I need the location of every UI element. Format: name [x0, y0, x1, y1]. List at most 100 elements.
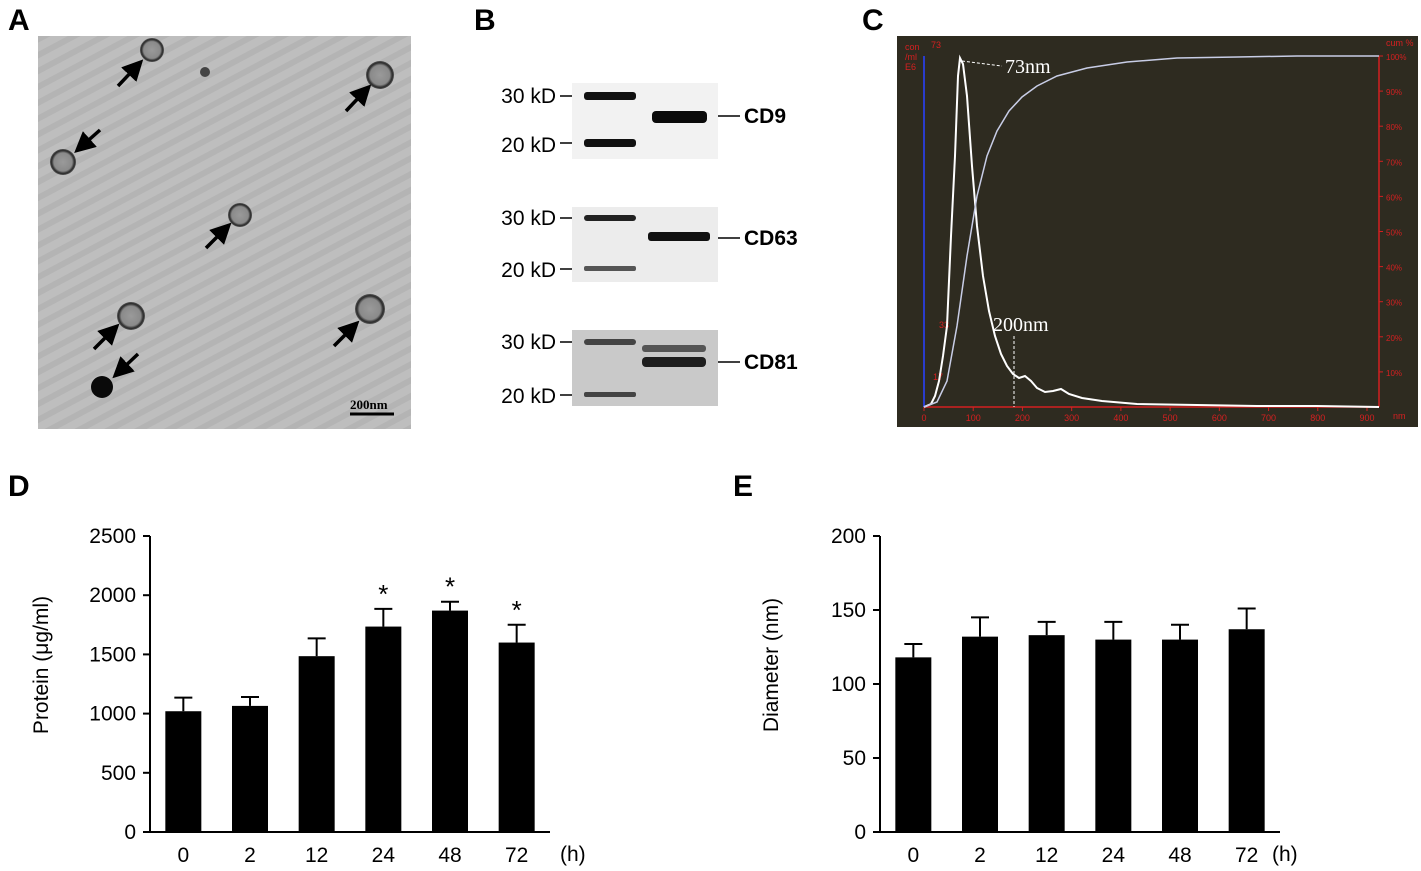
x-tick-label: 12	[305, 844, 328, 867]
vesicle	[50, 149, 76, 175]
right-tick-label: 10%	[1386, 369, 1402, 378]
scale-bar-label: 200nm	[350, 397, 388, 412]
panel-letter-d: D	[8, 470, 30, 503]
bar	[1162, 639, 1198, 832]
x-tick-label: 600	[1212, 413, 1227, 423]
x-tick-label: 800	[1310, 413, 1325, 423]
x-unit-label: (h)	[1272, 843, 1298, 866]
bar	[1095, 639, 1132, 832]
y-tick-label: 1000	[89, 703, 136, 726]
x-tick-label: 72	[1235, 844, 1258, 867]
x-tick-label: 2	[974, 844, 986, 867]
significance-marker: *	[512, 595, 522, 625]
arrow-icon	[332, 320, 360, 348]
arrow-icon	[92, 323, 120, 351]
marker-label-30kd: 30 kD	[501, 331, 556, 354]
x-unit-label: nm	[1393, 411, 1406, 421]
x-tick-label: 48	[1168, 844, 1191, 867]
western-blot-panel: 30 kD 20 kD CD9 30 kD 20 kD CD63 30 kD 2…	[490, 80, 830, 410]
arrow-icon	[204, 222, 232, 250]
x-tick-label: 900	[1359, 413, 1374, 423]
x-tick-label: 500	[1163, 413, 1178, 423]
nta-size-distribution: con /ml E6 cum % 73 73nm 200nm 33 17 nm …	[897, 36, 1418, 427]
x-tick-label: 24	[1102, 844, 1126, 867]
x-tick-label: 200	[1015, 413, 1030, 423]
x-tick-label: 48	[438, 844, 461, 867]
blot-cd81: 30 kD 20 kD CD81	[501, 330, 798, 408]
blot-label-cd81: CD81	[744, 351, 798, 374]
cumulative-curve	[923, 55, 1379, 408]
peak-tick-label: 73	[931, 40, 941, 50]
y-tick-label: 500	[101, 762, 136, 785]
blot-cd63: 30 kD 20 kD CD63	[501, 207, 798, 282]
vesicle	[366, 61, 394, 89]
y-tick-label: 0	[124, 821, 136, 844]
vesicle	[355, 294, 385, 324]
y-tick-label: 50	[843, 747, 866, 770]
y-tick-label: 100	[831, 673, 866, 696]
x-tick-label: 72	[505, 844, 528, 867]
small-particle	[200, 67, 210, 77]
vesicle	[228, 203, 252, 227]
right-axis-label: cum %	[1386, 38, 1414, 48]
y-axis-label: Protein (μg/ml)	[30, 596, 53, 734]
curve-label: 17	[933, 372, 943, 382]
blot-cd9: 30 kD 20 kD CD9	[501, 83, 786, 159]
bar	[165, 711, 202, 832]
right-tick-label: 60%	[1386, 193, 1402, 202]
y-tick-label: 150	[831, 599, 866, 622]
bar	[432, 610, 468, 832]
x-tick-label: 0	[907, 844, 919, 867]
marker-label-30kd: 30 kD	[501, 85, 556, 108]
bar	[232, 705, 268, 832]
x-tick-label: 2	[244, 844, 256, 867]
right-tick-label: 90%	[1386, 88, 1402, 97]
x-tick-label: 100	[966, 413, 981, 423]
right-tick-label: 80%	[1386, 123, 1402, 132]
right-tick-label: 70%	[1386, 158, 1402, 167]
right-tick-label: 30%	[1386, 299, 1402, 308]
bar	[365, 626, 402, 832]
x-tick-label: 300	[1064, 413, 1079, 423]
bar	[1228, 629, 1265, 832]
right-tick-label: 40%	[1386, 264, 1402, 273]
x-unit-label: (h)	[560, 843, 586, 866]
y-axis-label: Diameter (nm)	[760, 598, 783, 732]
x-tick-label: 400	[1113, 413, 1128, 423]
x-tick-label: 12	[1035, 844, 1058, 867]
blot-label-cd9: CD9	[744, 105, 786, 128]
nta-background	[897, 36, 1418, 427]
panel-letter-e: E	[733, 470, 754, 503]
bar	[962, 636, 998, 832]
protein-bar-chart: Protein (μg/ml) 0 500 1000 1500 2000 2500 0 2 12…	[30, 525, 586, 867]
curve-label: 33	[939, 320, 949, 330]
bar	[298, 656, 335, 832]
arrow-icon	[112, 352, 140, 379]
right-tick-label: 50%	[1386, 229, 1402, 238]
significance-marker: *	[378, 579, 388, 609]
x-tick-label: 0	[177, 844, 189, 867]
y-tick-label: 2500	[89, 525, 136, 548]
bar	[498, 642, 535, 832]
peak-leader-line	[961, 60, 1003, 67]
x-tick-label: 24	[372, 844, 396, 867]
arrow-icon	[116, 59, 144, 88]
panel-letter-c: C	[862, 4, 884, 37]
dense-particle	[91, 376, 113, 398]
vesicle	[117, 302, 145, 330]
y-tick-label: 200	[831, 525, 866, 548]
y-tick-label: 1500	[89, 643, 136, 666]
diameter-bar-chart: Diameter (nm) 0 50 100 150 200 0 2 12 24 48 72 (h)	[760, 525, 1298, 867]
y-tick-label: 0	[854, 821, 866, 844]
arrow-icon	[74, 128, 102, 153]
vesicle	[140, 38, 164, 62]
arrow-icon	[344, 84, 372, 113]
left-axis-label: E6	[905, 62, 916, 72]
marker-label-30kd: 30 kD	[501, 207, 556, 230]
right-tick-label: 20%	[1386, 334, 1402, 343]
significance-marker: *	[445, 572, 455, 602]
panel-letter-a: A	[8, 4, 30, 37]
x-tick-label: 700	[1261, 413, 1276, 423]
right-tick-label: 100%	[1386, 53, 1406, 62]
blot-label-cd63: CD63	[744, 227, 798, 250]
